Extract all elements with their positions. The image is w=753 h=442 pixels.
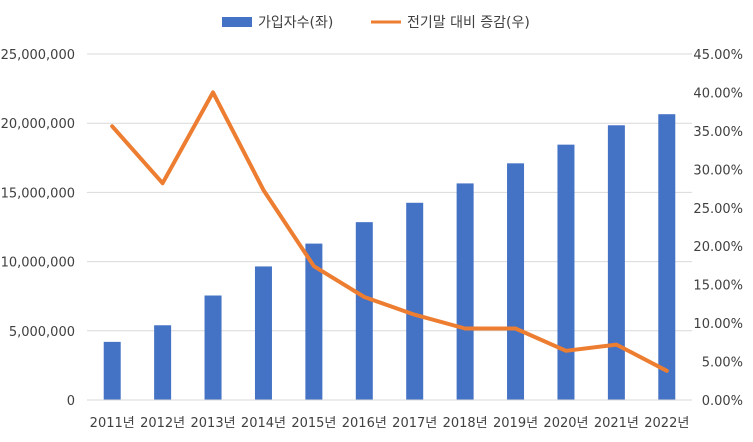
bar: [355, 222, 373, 400]
right-tick-label: 5.00%: [702, 356, 743, 371]
legend: 가입자수(좌) 전기말 대비 증감(우): [222, 15, 530, 31]
x-tick-label: 2019년: [493, 416, 538, 431]
line-series: [110, 90, 669, 373]
left-tick-label: 0: [67, 394, 75, 409]
left-axis: 0 5,000,000 10,000,000 15,000,000 20,000,000…: [1, 48, 75, 409]
left-tick-label: 15,000,000: [1, 186, 75, 201]
x-tick-label: 2014년: [241, 416, 286, 431]
left-tick-label: 10,000,000: [1, 256, 75, 271]
right-tick-label: 0.00%: [702, 394, 743, 409]
right-tick-label: 40.00%: [693, 86, 743, 101]
right-tick-label: 15.00%: [693, 279, 743, 294]
right-axis: 0.00% 5.00% 10.00% 15.00% 20.00% 25.00% 30.00%…: [693, 48, 743, 409]
left-tick-label: 20,000,000: [1, 117, 75, 132]
x-tick-label: 2017년: [392, 416, 437, 431]
left-tick-label: 5,000,000: [9, 325, 75, 340]
x-tick-label: 2016년: [342, 416, 387, 431]
growth-line: [110, 90, 669, 373]
x-tick-label: 2013년: [191, 416, 236, 431]
bar: [406, 202, 424, 400]
gridlines: [87, 53, 692, 332]
x-tick-label: 2012년: [140, 416, 185, 431]
x-tick-label: 2022년: [644, 416, 689, 431]
right-tick-label: 10.00%: [693, 317, 743, 332]
x-tick-label: 2018년: [443, 416, 488, 431]
right-tick-label: 35.00%: [693, 125, 743, 140]
bar: [254, 266, 272, 400]
legend-label-bar: 가입자수(좌): [258, 15, 333, 31]
bar: [557, 144, 575, 400]
x-tick-label: 2011년: [90, 416, 135, 431]
x-tick-label: 2021년: [594, 416, 639, 431]
bar: [456, 183, 474, 400]
legend-label-line: 전기말 대비 증감(우): [407, 15, 530, 31]
x-axis: 2011년 2012년 2013년 2014년 2015년 2016년 2017년 2018년…: [87, 399, 692, 431]
right-tick-label: 45.00%: [693, 48, 743, 63]
bar: [154, 325, 172, 400]
left-tick-label: 25,000,000: [1, 48, 75, 63]
right-tick-label: 30.00%: [693, 163, 743, 178]
right-tick-label: 20.00%: [693, 240, 743, 255]
bar: [103, 341, 121, 400]
x-tick-label: 2020년: [543, 416, 588, 431]
bar: [607, 125, 625, 400]
bar-series: [103, 114, 676, 400]
x-tick-label: 2015년: [291, 416, 336, 431]
bar: [507, 163, 525, 400]
right-tick-label: 25.00%: [693, 202, 743, 217]
legend-swatch-bar: [222, 17, 252, 27]
bar: [204, 295, 222, 400]
bar: [305, 243, 323, 400]
bar: [658, 114, 676, 400]
